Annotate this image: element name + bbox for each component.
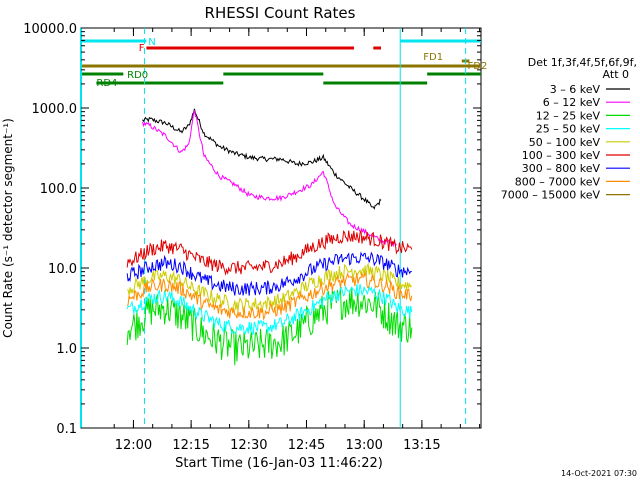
y-tick-label: 1.0 bbox=[56, 342, 77, 357]
series-line bbox=[127, 262, 413, 312]
legend-entry-label: 50 – 100 keV bbox=[529, 136, 601, 149]
plot-frame bbox=[80, 27, 482, 429]
x-tick-label: 12:45 bbox=[288, 438, 325, 453]
legend-entry-label: 7000 – 15000 keV bbox=[501, 189, 601, 202]
y-tick-label: 10000.0 bbox=[23, 22, 77, 37]
legend: Det 1f,3f,4f,5f,6f,9f, Att 0 3 – 6 keV6 … bbox=[501, 56, 637, 202]
flag-label: N bbox=[148, 37, 155, 48]
y-axis-ticks: 0.1 1.0 10.0 100.0 1000.0 10000.0 bbox=[23, 22, 481, 437]
series-line bbox=[126, 271, 413, 321]
y-tick-label: 100.0 bbox=[40, 182, 77, 197]
legend-entry-label: 25 – 50 keV bbox=[536, 123, 601, 136]
flag-label: F bbox=[139, 43, 145, 54]
y-tick-label: 10.0 bbox=[48, 262, 77, 277]
flag-label: FD1 bbox=[423, 52, 443, 63]
legend-entry-label: 800 – 7000 keV bbox=[515, 175, 601, 188]
x-tick-label: 12:00 bbox=[115, 438, 152, 453]
legend-entry-label: 3 – 6 keV bbox=[550, 83, 601, 96]
series-line bbox=[126, 288, 413, 366]
legend-entry-label: 100 – 300 keV bbox=[522, 149, 601, 162]
legend-entry-label: 12 – 25 keV bbox=[536, 109, 601, 122]
legend-header: Det 1f,3f,4f,5f,6f,9f, bbox=[528, 56, 637, 69]
flag-label: RD4 bbox=[96, 78, 117, 89]
series-line bbox=[126, 229, 413, 276]
chart-title: RHESSI Count Rates bbox=[205, 4, 356, 22]
flag-label: RD0 bbox=[127, 70, 148, 81]
series-line bbox=[126, 283, 413, 336]
series-layer bbox=[126, 108, 413, 366]
y-tick-label: 1000.0 bbox=[32, 102, 78, 117]
y-axis-label: Count Rate (s⁻¹ detector segment⁻¹) bbox=[1, 118, 15, 338]
legend-entry-label: 6 – 12 keV bbox=[543, 96, 601, 109]
x-axis-ticks: 12:00 12:15 12:30 12:45 13:00 13:15 bbox=[113, 28, 481, 453]
y-tick-label: 0.1 bbox=[56, 422, 77, 437]
x-tick-label: 12:30 bbox=[230, 438, 267, 453]
x-axis-label: Start Time (16-Jan-03 11:46:22) bbox=[175, 456, 383, 471]
legend-entry-label: 300 – 800 keV bbox=[522, 162, 601, 175]
flag-layer: NF FD1 FD2 RD0 RD4 bbox=[80, 28, 488, 428]
series-line bbox=[126, 251, 412, 296]
x-tick-label: 12:15 bbox=[172, 438, 209, 453]
x-tick-label: 13:15 bbox=[403, 438, 440, 453]
timestamp: 14-Oct-2021 07:30 bbox=[561, 469, 637, 478]
series-line bbox=[142, 108, 382, 210]
flag-label: FD2 bbox=[468, 61, 488, 72]
legend-attenuator: Att 0 bbox=[603, 68, 629, 81]
series-line bbox=[142, 110, 397, 248]
x-tick-label: 13:00 bbox=[345, 438, 382, 453]
